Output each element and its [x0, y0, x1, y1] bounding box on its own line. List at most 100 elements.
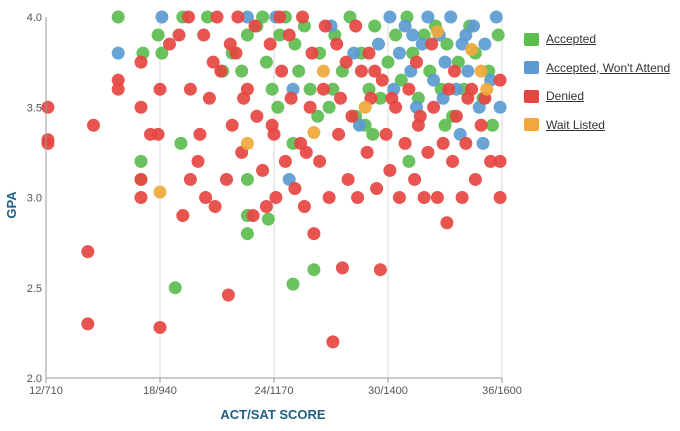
point-accepted: [307, 263, 321, 277]
point-denied: [225, 118, 239, 132]
point-accepted: [265, 82, 279, 96]
point-denied: [223, 37, 237, 51]
point-accepted: [111, 10, 125, 24]
legend-swatch-wait-listed: [524, 118, 539, 131]
point-denied: [278, 154, 292, 168]
point-denied: [385, 91, 399, 105]
point-accepted: [271, 100, 285, 114]
point-denied: [267, 127, 281, 141]
point-denied: [379, 127, 393, 141]
x-tick-label: 18/940: [143, 385, 177, 397]
y-axis-title: GPA: [4, 191, 19, 219]
point-denied: [41, 100, 55, 114]
legend-label-accepted: Accepted: [546, 32, 597, 46]
point-denied: [214, 64, 228, 78]
point-denied: [183, 172, 197, 186]
point-denied: [248, 19, 262, 33]
point-denied: [440, 216, 454, 230]
point-denied: [134, 191, 148, 204]
point-denied: [193, 127, 207, 141]
point-denied: [468, 172, 482, 186]
point-denied: [448, 64, 461, 78]
point-denied: [313, 154, 327, 168]
point-denied: [269, 191, 283, 204]
point-denied: [206, 55, 220, 69]
point-denied: [316, 82, 330, 96]
x-tick-label: 12/710: [29, 385, 63, 397]
point-denied: [111, 82, 125, 96]
point-denied: [398, 136, 412, 150]
legend: Accepted Accepted, Won't Attend Denied W…: [524, 30, 670, 144]
point-denied: [191, 154, 205, 168]
point-denied: [330, 37, 344, 51]
legend-label-accepted-wont-attend: Accepted, Won't Attend: [546, 60, 671, 75]
point-denied: [413, 109, 427, 123]
point-denied: [318, 19, 332, 33]
legend-item-accepted-wont-attend[interactable]: Accepted, Won't Attend: [524, 59, 670, 77]
legend-label-denied: Denied: [546, 89, 585, 103]
y-tick-label: 2.0: [27, 373, 42, 385]
point-denied: [220, 172, 233, 186]
point-denied: [326, 335, 340, 349]
point-accepted: [261, 212, 275, 226]
point-wait-listed: [430, 24, 444, 38]
point-accepted: [240, 172, 254, 186]
point-accepted: [235, 64, 249, 78]
point-denied: [383, 163, 397, 177]
point-accepted-won-t-attend: [438, 55, 452, 69]
point-accepted: [366, 127, 380, 141]
point-denied: [392, 191, 406, 204]
legend-swatch-accepted-wont-attend: [524, 61, 539, 74]
point-denied: [246, 209, 260, 223]
point-accepted-won-t-attend: [155, 10, 169, 24]
point-denied: [81, 245, 95, 259]
point-denied: [345, 109, 359, 123]
point-denied: [427, 100, 441, 114]
point-accepted-won-t-attend: [427, 73, 441, 87]
point-denied: [183, 82, 197, 96]
point-denied: [354, 64, 368, 78]
point-wait-listed: [465, 42, 479, 56]
legend-item-accepted[interactable]: Accepted: [524, 30, 670, 48]
point-accepted-won-t-attend: [398, 19, 412, 33]
point-denied: [373, 263, 387, 277]
axes: [45, 17, 503, 383]
point-denied: [436, 136, 450, 150]
x-axis-title: ACT/SAT SCORE: [220, 407, 326, 422]
point-accepted-won-t-attend: [372, 37, 385, 51]
point-denied: [349, 19, 363, 33]
point-accepted-won-t-attend: [421, 10, 435, 24]
point-denied: [442, 82, 456, 96]
point-accepted-won-t-attend: [406, 28, 420, 42]
point-denied: [449, 109, 463, 123]
point-wait-listed: [153, 185, 167, 199]
point-denied: [305, 46, 319, 60]
point-accepted-won-t-attend: [467, 19, 480, 33]
point-denied: [163, 37, 176, 51]
point-denied: [273, 10, 287, 24]
point-accepted: [259, 55, 273, 69]
point-accepted: [389, 28, 403, 42]
point-accepted-won-t-attend: [383, 10, 397, 24]
legend-item-denied[interactable]: Denied: [524, 87, 670, 105]
point-accepted: [292, 64, 306, 78]
point-denied: [368, 64, 382, 78]
y-tick-label: 2.5: [27, 283, 42, 295]
point-denied: [134, 172, 148, 186]
point-denied: [341, 172, 355, 186]
point-accepted: [240, 28, 254, 42]
point-denied: [303, 100, 317, 114]
point-denied: [484, 154, 498, 168]
point-accepted: [174, 136, 188, 150]
point-denied: [182, 10, 195, 24]
legend-item-wait-listed[interactable]: Wait Listed: [524, 116, 670, 134]
point-wait-listed: [474, 64, 488, 78]
point-denied: [446, 154, 460, 168]
point-denied: [282, 28, 296, 42]
point-denied: [493, 73, 507, 87]
point-denied: [334, 91, 347, 105]
point-accepted: [273, 28, 287, 42]
point-wait-listed: [307, 126, 321, 140]
point-denied: [402, 82, 416, 96]
